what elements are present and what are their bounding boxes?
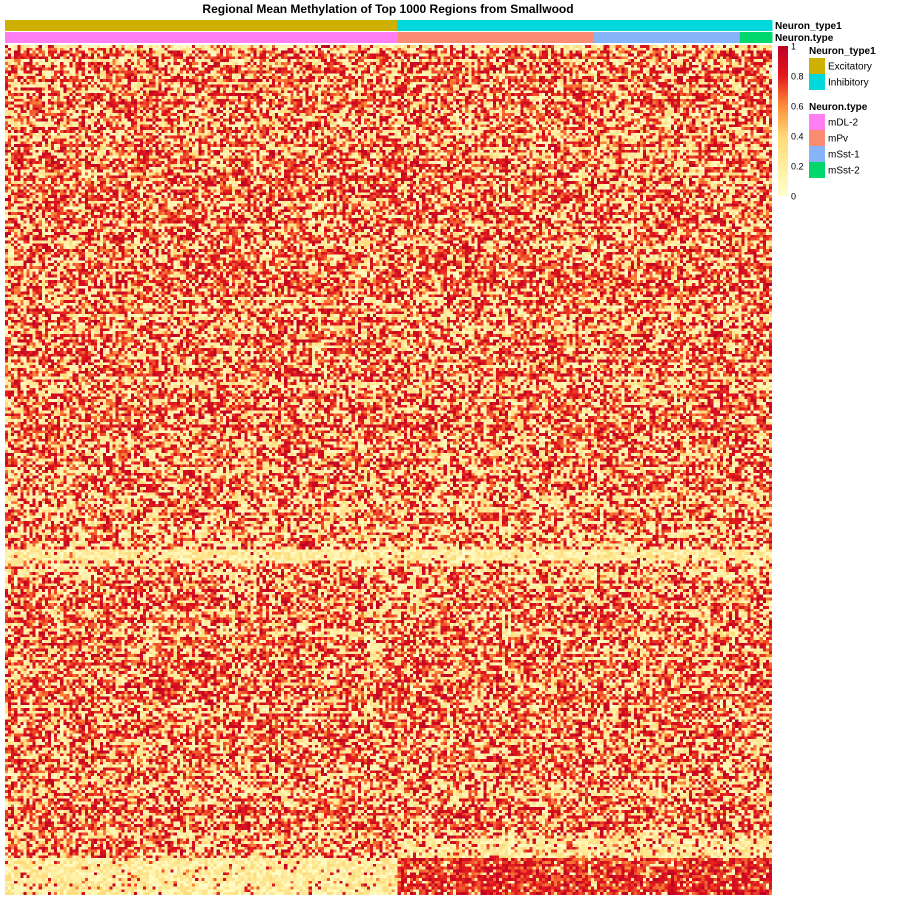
legend-label: mSst-1: [828, 150, 860, 161]
legend-swatch: [809, 58, 825, 74]
legend-swatch: [809, 162, 825, 178]
annotation-label: Neuron.type: [775, 33, 834, 44]
legend-swatch: [809, 146, 825, 162]
color-scale-bar: [778, 46, 788, 196]
legend-label: Excitatory: [828, 62, 872, 73]
legend-label: mSst-2: [828, 166, 860, 177]
color-scale-tick: 1: [791, 42, 796, 52]
annotation-segment-mpv: [397, 32, 595, 43]
color-scale-tick: 0.2: [791, 162, 804, 172]
annotation-segment-excitatory: [5, 20, 399, 31]
annotation-segment-inhibitory: [397, 20, 773, 31]
color-scale-tick: 0: [791, 192, 796, 202]
legend-swatch: [809, 74, 825, 90]
color-scale-tick: 0.6: [791, 102, 804, 112]
legend-label: mDL-2: [828, 118, 858, 129]
legend-label: mPv: [828, 134, 848, 145]
heatmap-cells: [5, 45, 772, 895]
legend-title: Neuron.type: [809, 102, 868, 113]
annotation-bars: [5, 20, 773, 43]
category-legends: Neuron_type1 Excitatory Inhibitory Neuron.t…: [809, 46, 876, 178]
annotation-label: Neuron_type1: [775, 21, 842, 32]
chart-title: Regional Mean Methylation of Top 1000 Re…: [202, 2, 573, 16]
annotation-segment-msst-1: [594, 32, 741, 43]
legend-swatch: [809, 130, 825, 146]
legend-label: Inhibitory: [828, 78, 869, 89]
color-scale-tick: 0.8: [791, 72, 804, 82]
annotation-segment-mdl-2: [5, 32, 399, 43]
annotation-segment-msst-2: [739, 32, 773, 43]
color-scale-legend: 1 0.8 0.6 0.4 0.2 0: [778, 42, 804, 202]
legend-swatch: [809, 114, 825, 130]
legend-title: Neuron_type1: [809, 46, 876, 57]
color-scale-tick: 0.4: [791, 132, 804, 142]
